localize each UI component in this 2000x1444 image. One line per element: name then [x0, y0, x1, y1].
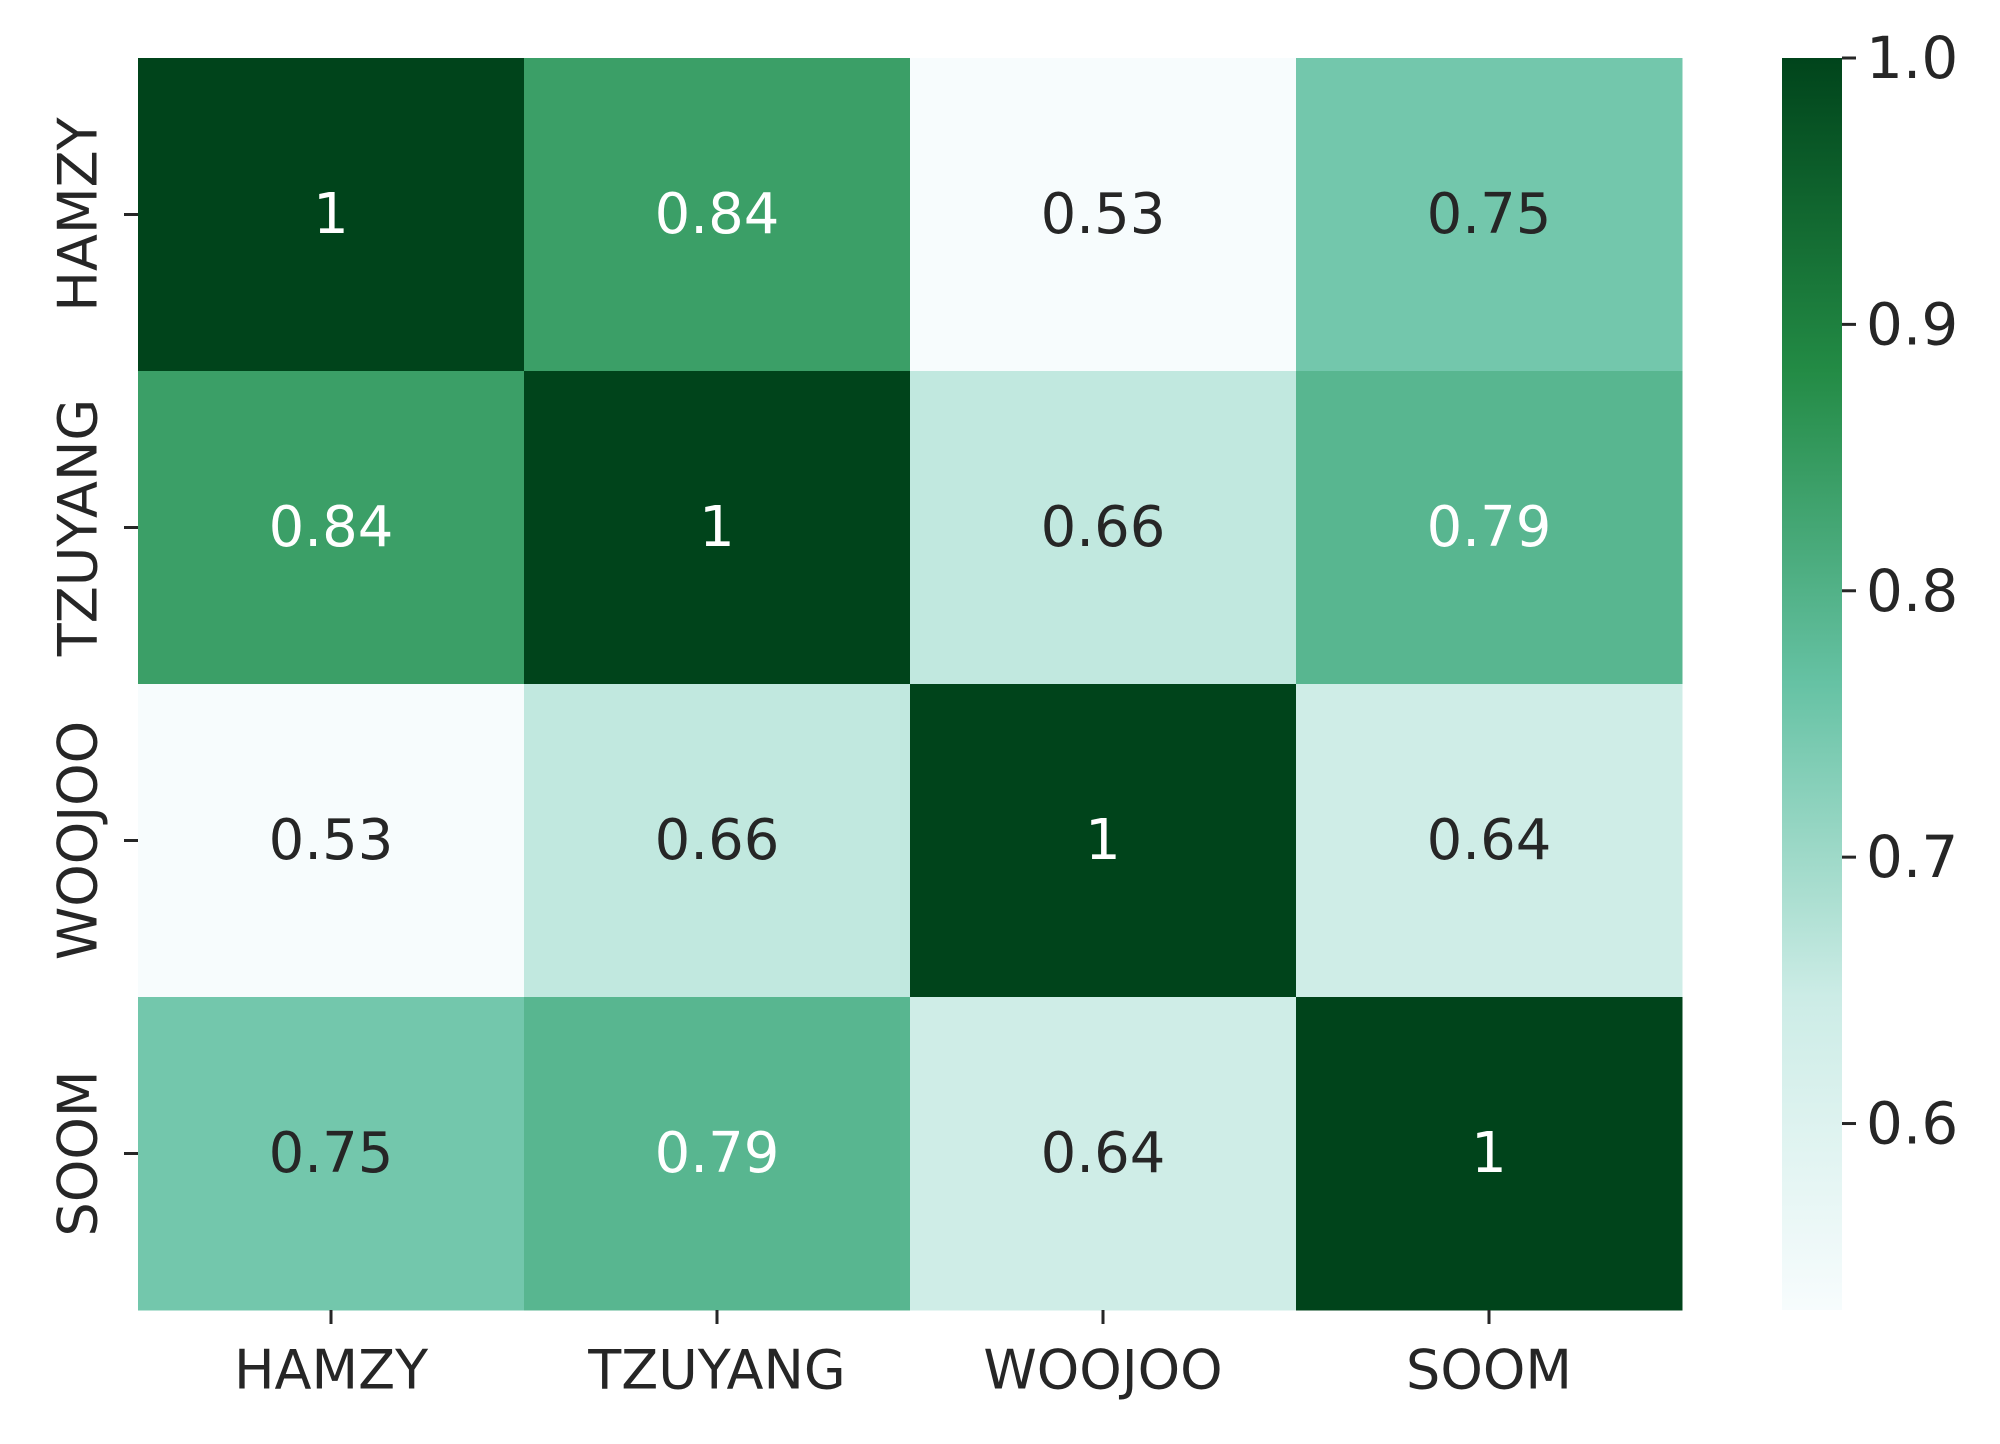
- heatmap-cell-1-3: [1296, 371, 1683, 685]
- cell-label-1-3: 0.79: [1427, 495, 1552, 560]
- cell-label-0-1: 0.84: [655, 182, 780, 247]
- heatmap-cell-3-1: [524, 997, 911, 1311]
- y-tick-label-1: TZUYANG: [47, 399, 110, 657]
- cell-label-1-0: 0.84: [269, 495, 394, 560]
- colorbar-tick-label-4: 1.0: [1866, 24, 1958, 92]
- heatmap-cell-0-2: [910, 58, 1297, 372]
- cell-label-1-1: 1: [699, 495, 735, 560]
- cell-label-2-1: 0.66: [655, 808, 780, 873]
- cell-label-3-2: 0.64: [1041, 1121, 1166, 1186]
- colorbar-tick-label-2: 0.8: [1866, 557, 1958, 625]
- heatmap-cell-labels: 1 0.84 0.53 0.75 0.84 1 0.66 0.79 0.53 0.66 1 0.64 0…: [269, 182, 1552, 1186]
- cell-label-1-2: 0.66: [1041, 495, 1166, 560]
- x-axis: HAMZY TZUYANG WOOJOO SOOM: [234, 1310, 1572, 1402]
- heatmap-cell-2-3: [1296, 684, 1683, 998]
- heatmap-cells: [138, 58, 1683, 1311]
- colorbar: 0.6 0.7 0.8 0.9 1.0: [1782, 24, 1958, 1310]
- y-tick-label-0: HAMZY: [47, 116, 110, 311]
- heatmap-cell-1-2: [910, 371, 1297, 685]
- cell-label-0-0: 1: [313, 182, 349, 247]
- x-tick-label-0: HAMZY: [234, 1339, 429, 1402]
- cell-label-3-0: 0.75: [269, 1121, 394, 1186]
- heatmap-cell-0-3: [1296, 58, 1683, 372]
- cell-label-2-0: 0.53: [269, 808, 394, 873]
- heatmap-cell-0-0: [138, 58, 525, 372]
- colorbar-tick-label-0: 0.6: [1866, 1090, 1958, 1158]
- x-tick-label-2: WOOJOO: [983, 1339, 1222, 1402]
- colorbar-tick-label-1: 0.7: [1866, 823, 1958, 891]
- heatmap-cell-1-1: [524, 371, 911, 685]
- heatmap-cell-3-2: [910, 997, 1297, 1311]
- y-tick-label-3: SOOM: [47, 1071, 110, 1237]
- heatmap-cell-3-3: [1296, 997, 1683, 1311]
- cell-label-2-2: 1: [1085, 808, 1121, 873]
- y-tick-label-2: WOOJOO: [47, 721, 110, 960]
- cell-label-2-3: 0.64: [1427, 808, 1552, 873]
- cell-label-3-3: 1: [1471, 1121, 1507, 1186]
- heatmap-cell-2-0: [138, 684, 525, 998]
- cell-label-0-3: 0.75: [1427, 182, 1552, 247]
- x-tick-label-1: TZUYANG: [587, 1339, 845, 1402]
- cell-label-0-2: 0.53: [1041, 182, 1166, 247]
- cell-label-3-1: 0.79: [655, 1121, 780, 1186]
- y-axis: HAMZY TZUYANG WOOJOO SOOM: [47, 116, 138, 1237]
- heatmap-cell-2-2: [910, 684, 1297, 998]
- colorbar-ticks: 0.6 0.7 0.8 0.9 1.0: [1842, 24, 1958, 1158]
- heatmap-cell-3-0: [138, 997, 525, 1311]
- colorbar-gradient: [1782, 58, 1842, 1310]
- heatmap-cell-0-1: [524, 58, 911, 372]
- heatmap-cell-1-0: [138, 371, 525, 685]
- heatmap-cell-2-1: [524, 684, 911, 998]
- colorbar-tick-label-3: 0.9: [1866, 290, 1958, 358]
- x-tick-label-3: SOOM: [1406, 1339, 1572, 1402]
